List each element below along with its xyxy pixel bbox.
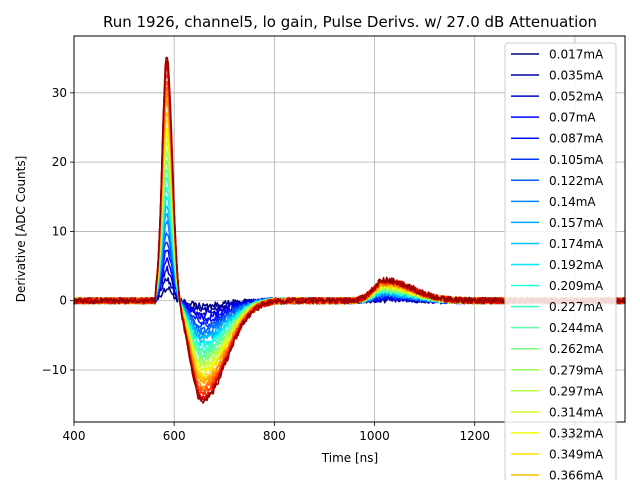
legend: 0.017mA 0.035mA 0.052mA 0.07mA 0.087mA 0.105m… xyxy=(504,42,617,480)
chart-title: Run 1926, channel5, lo gain, Pulse Deriv… xyxy=(103,13,597,31)
legend-label: 0.332mA xyxy=(549,426,604,440)
legend-label: 0.314mA xyxy=(549,405,604,419)
x-tick-label: 1000 xyxy=(359,429,390,443)
y-tick-label: 30 xyxy=(52,86,67,100)
y-axis-ticks: −10 0 10 20 30 xyxy=(42,86,74,377)
legend-label: 0.07mA xyxy=(549,111,596,125)
legend-label: 0.297mA xyxy=(549,384,604,398)
x-tick-label: 400 xyxy=(63,429,86,443)
x-axis-label: Time [ns] xyxy=(321,451,378,465)
legend-label: 0.349mA xyxy=(549,447,604,461)
legend-label: 0.105mA xyxy=(549,153,604,167)
y-tick-label: −10 xyxy=(42,363,67,377)
legend-label: 0.209mA xyxy=(549,279,604,293)
legend-label: 0.279mA xyxy=(549,363,604,377)
plot-frame xyxy=(73,35,626,423)
legend-label: 0.366mA xyxy=(549,469,604,480)
x-tick-label: 600 xyxy=(163,429,186,443)
legend-box xyxy=(504,42,617,480)
y-axis-label: Derivative [ADC Counts] xyxy=(14,156,28,303)
legend-label: 0.035mA xyxy=(549,69,604,83)
x-tick-label: 800 xyxy=(263,429,286,443)
legend-label: 0.157mA xyxy=(549,216,604,230)
legend-label: 0.052mA xyxy=(549,90,604,104)
legend-label: 0.227mA xyxy=(549,300,604,314)
y-tick-label: 0 xyxy=(59,294,67,308)
legend-label: 0.192mA xyxy=(549,258,604,272)
y-tick-label: 10 xyxy=(52,224,67,238)
legend-label: 0.174mA xyxy=(549,237,604,251)
legend-label: 0.14mA xyxy=(549,195,596,209)
legend-label: 0.262mA xyxy=(549,342,604,356)
legend-label: 0.017mA xyxy=(549,48,604,62)
y-tick-label: 20 xyxy=(52,155,67,169)
legend-label: 0.244mA xyxy=(549,321,604,335)
x-tick-label: 1200 xyxy=(459,429,490,443)
legend-label: 0.087mA xyxy=(549,132,604,146)
legend-label: 0.122mA xyxy=(549,174,604,188)
